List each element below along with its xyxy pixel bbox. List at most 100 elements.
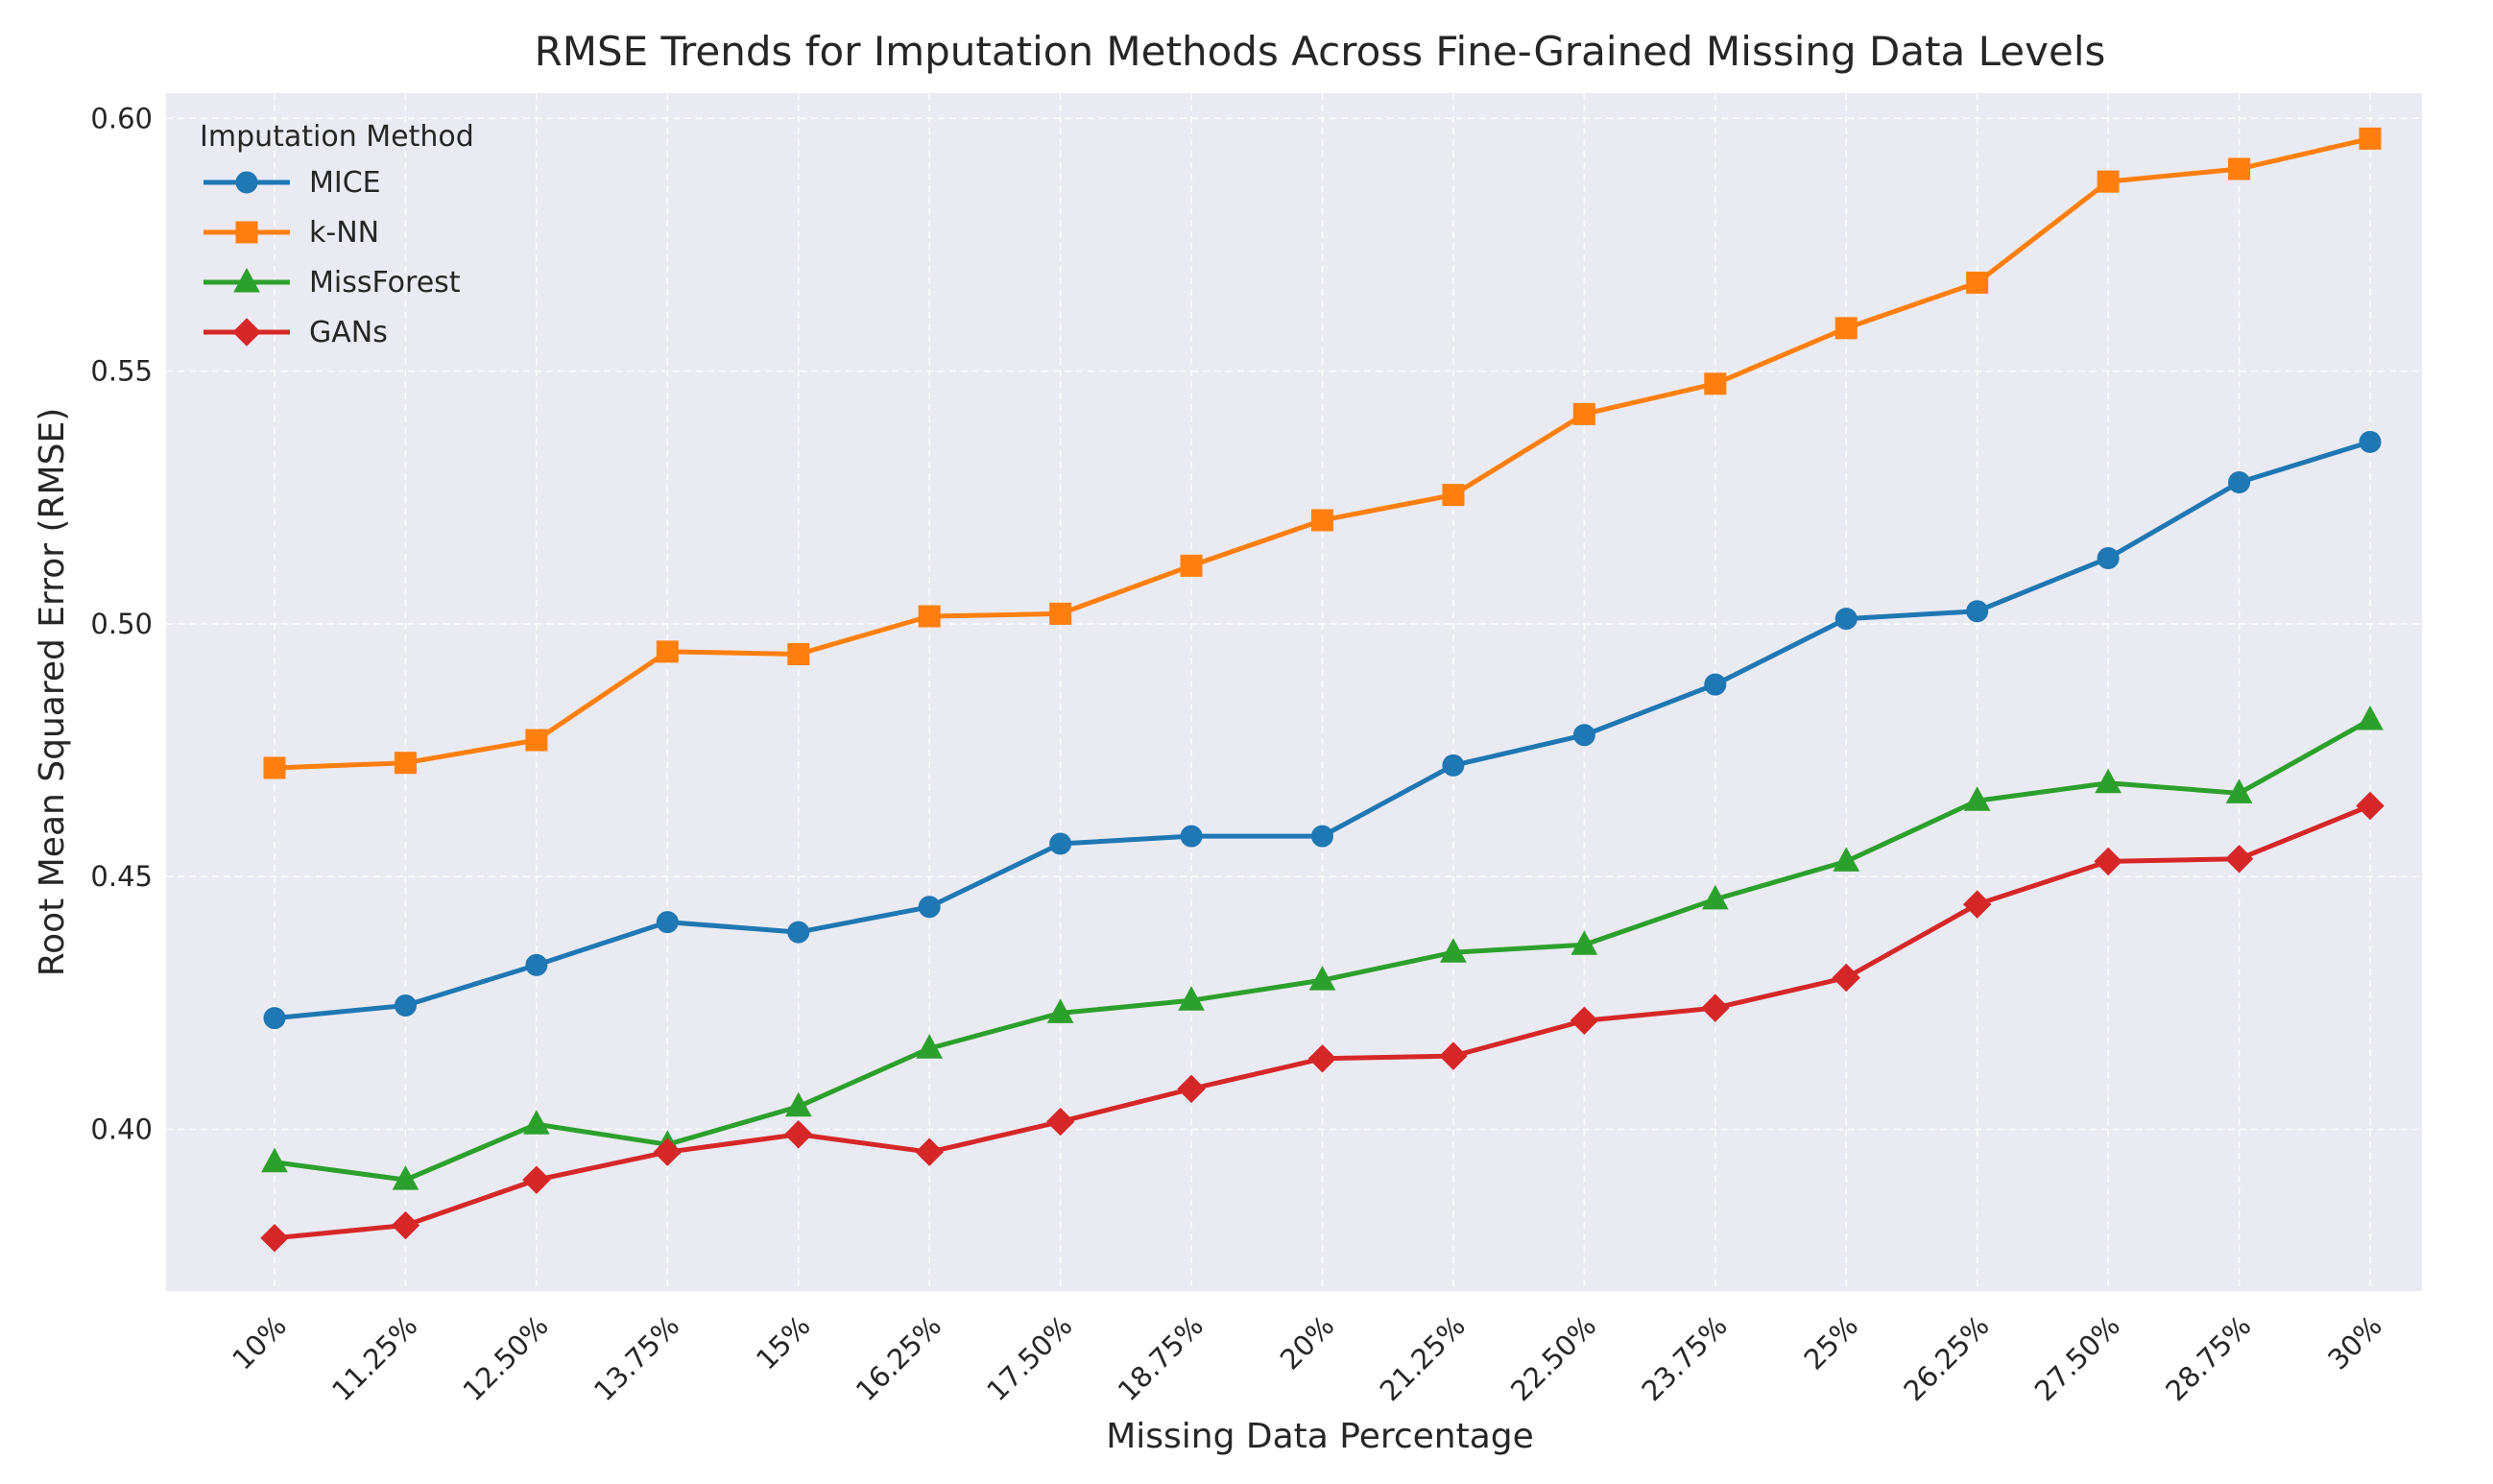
data-point [394,993,417,1017]
data-point [653,1137,683,1166]
legend-marker [235,221,258,244]
data-point [784,1120,813,1149]
series-gans [260,791,2385,1253]
data-point [1832,963,1860,993]
data-point [2359,430,2382,453]
data-point [784,1091,812,1117]
data-point [1311,825,1333,848]
data-point [263,1007,286,1030]
legend: Imputation Method MICE k-NN MissForest GANs [200,120,474,349]
grid [166,93,2422,1291]
legend-label: MICE [309,166,381,200]
data-point [916,1034,944,1059]
x-tick-label: 16.25% [850,1309,947,1407]
plot-area [166,93,2422,1291]
x-tick-label: 23.75% [1636,1309,1734,1407]
legend-marker [235,171,258,194]
data-point [915,1137,944,1166]
legend-label: k-NN [309,216,379,250]
data-point [2097,546,2120,569]
data-point [2228,470,2251,493]
legend-label: GANs [309,316,388,349]
x-tick-label: 11.25% [325,1309,423,1407]
data-point [1442,484,1465,507]
x-tick-label: 25% [1798,1309,1865,1376]
y-tick-label: 0.55 [90,355,153,388]
data-point [261,1147,288,1173]
data-point [1966,271,1989,294]
legend-item: MICE [204,166,381,200]
chart-title: RMSE Trends for Imputation Methods Acros… [535,28,2106,75]
data-point [2356,791,2385,821]
data-point [2228,157,2251,180]
legend-item: GANs [204,316,388,349]
data-point [2094,847,2122,876]
y-tick-label: 0.50 [90,608,153,640]
x-tick-label: 21.25% [1374,1309,1472,1407]
data-point [1963,786,1991,811]
data-point [1704,673,1727,696]
data-point [2097,170,2120,193]
data-point [1834,608,1858,631]
y-tick-label: 0.60 [90,102,153,134]
x-tick-label: 27.50% [2028,1309,2126,1407]
data-point [1966,600,1989,623]
data-point [1833,847,1860,872]
legend-title: Imputation Method [200,120,474,154]
data-point [2095,768,2121,794]
data-point [1049,602,1072,625]
data-point [1572,724,1595,747]
x-tick-label: 26.25% [1897,1309,1995,1407]
data-point [1308,966,1336,991]
legend-marker [232,318,261,347]
data-point [1178,986,1205,1011]
data-point [1180,554,1203,577]
x-tick-label: 12.50% [457,1309,555,1407]
x-tick-label: 18.75% [1112,1309,1210,1407]
y-axis-label: Root Mean Squared Error (RMSE) [33,408,72,977]
data-point [656,911,679,934]
data-point [1046,998,1074,1023]
x-tick-label: 20% [1274,1309,1341,1376]
x-tick-label: 15% [750,1309,817,1376]
data-point [1834,317,1858,340]
legend-item: MissForest [204,266,461,299]
legend-marker [233,267,260,293]
data-point [522,1165,551,1194]
data-point [523,1110,550,1135]
data-point [2225,778,2253,803]
data-point [1440,938,1467,963]
y-tick-label: 0.45 [90,860,153,893]
x-tick-label: 28.75% [2159,1309,2257,1407]
x-tick-label: 22.50% [1504,1309,1602,1407]
data-point [263,756,286,779]
data-point [525,729,548,752]
data-point [391,1210,420,1240]
data-point [1311,509,1333,532]
x-axis-label: Missing Data Percentage [1106,1417,1534,1456]
data-point [260,1224,289,1253]
data-point [394,752,417,775]
data-point [1572,402,1595,425]
series-missforest [261,705,2384,1190]
data-point [656,640,679,663]
y-tick-label: 0.40 [90,1113,153,1145]
data-point [1962,890,1992,919]
x-tick-label: 13.75% [587,1309,685,1407]
data-point [525,953,548,976]
data-point [1307,1044,1337,1073]
series-layer [260,127,2385,1253]
data-point [1570,1006,1599,1035]
data-point [2359,127,2382,150]
data-point [2357,705,2384,730]
legend-item: k-NN [204,216,379,250]
data-point [787,643,810,666]
data-point [1045,1107,1075,1137]
data-point [1177,1074,1206,1104]
data-point [1701,884,1729,910]
series-k-nn [263,127,2382,779]
data-point [1049,832,1072,855]
x-tick-label: 10% [226,1309,293,1376]
series-mice [263,430,2382,1030]
